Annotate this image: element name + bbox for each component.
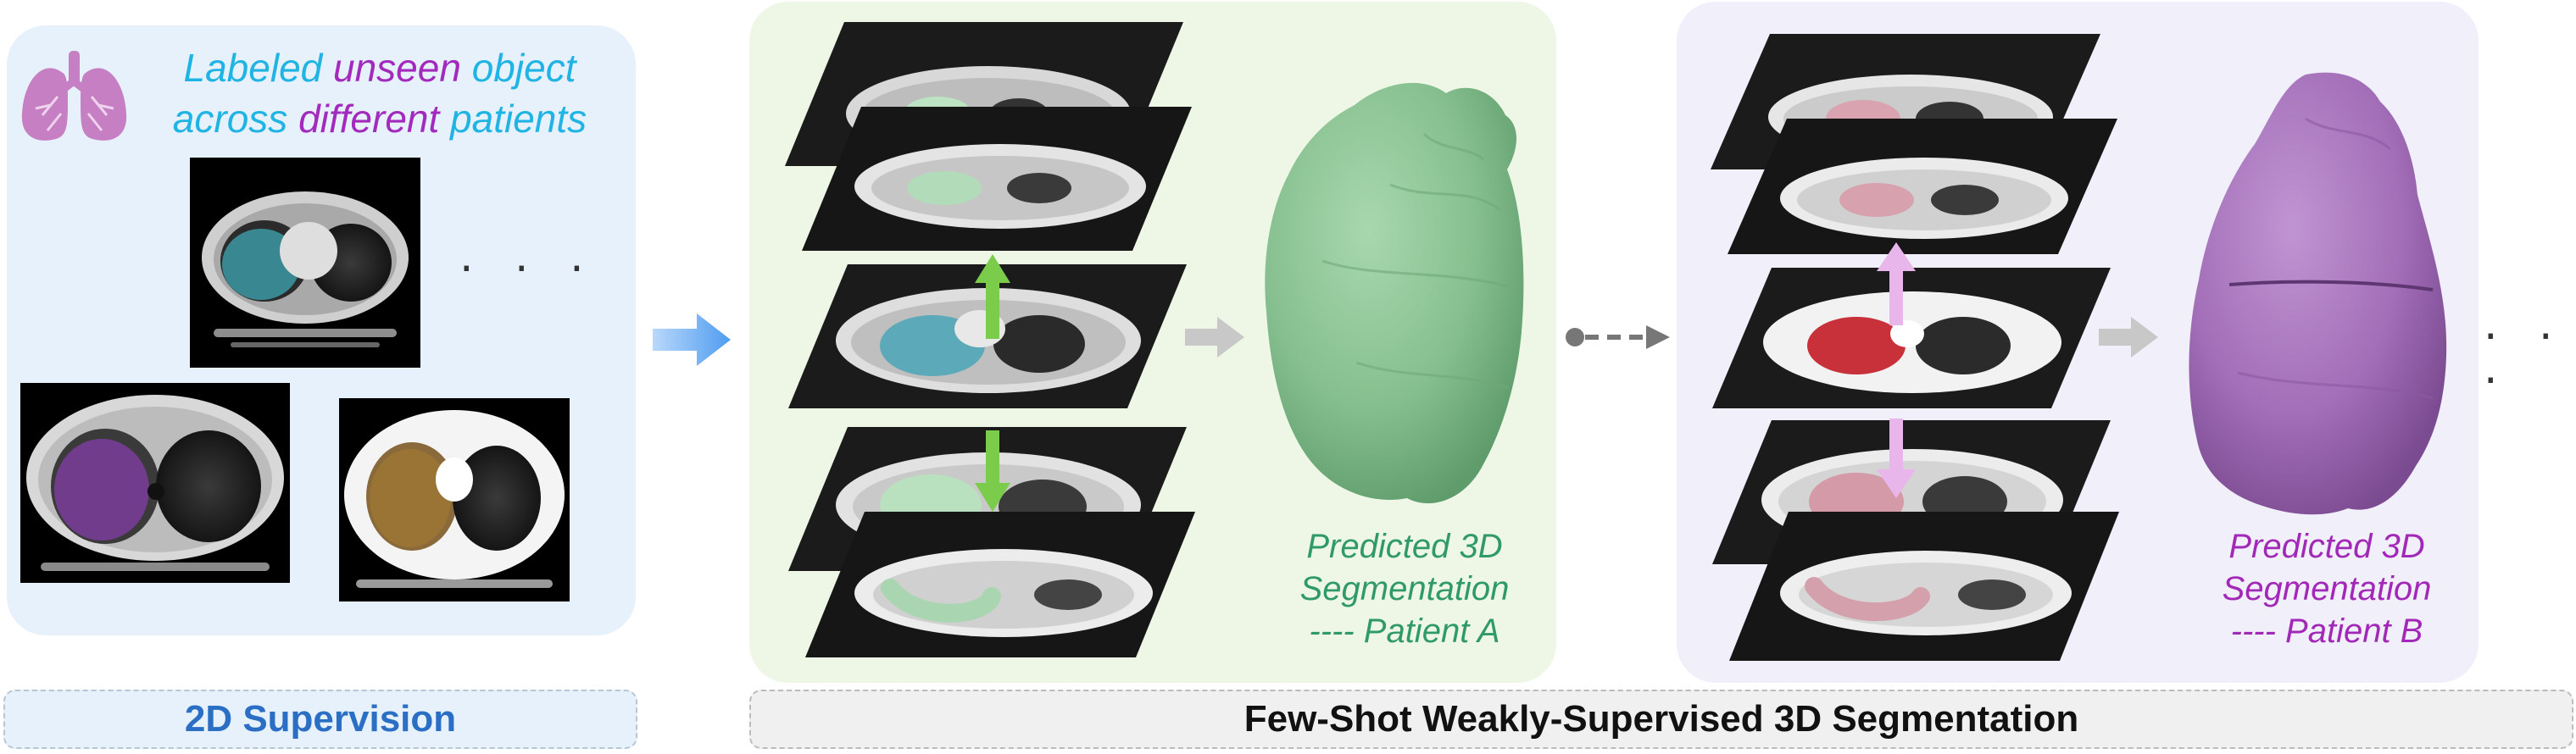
supervision-ellipsis: · · · xyxy=(459,244,598,295)
title-word-labeled: Labeled xyxy=(183,46,323,90)
propagate-down-arrow xyxy=(975,430,1010,512)
supervision-arrow xyxy=(653,313,731,366)
patient-a-line2: Segmentation xyxy=(1299,570,1510,607)
slice-stack-a-top xyxy=(785,22,1192,251)
patient-a-line1: Predicted 3D xyxy=(1306,528,1503,565)
patient-b-line2: Segmentation xyxy=(2222,570,2432,607)
patient-b-prediction-label: Predicted 3D Segmentation ---- Patient B xyxy=(2187,525,2467,652)
continuation-ellipsis: · · · xyxy=(2484,312,2567,407)
patient-transfer-connector xyxy=(1566,325,1670,349)
patient-b-line1: Predicted 3D xyxy=(2228,528,2425,565)
few-shot-caption: Few-Shot Weakly-Supervised 3D Segmentati… xyxy=(749,690,2573,749)
to-mesh-arrow-b xyxy=(2099,317,2158,358)
title-word-different: different xyxy=(298,97,440,141)
labeled-objects-title: Labeled unseen object across different p… xyxy=(142,42,617,144)
slice-stack-b-middle xyxy=(1712,268,2111,408)
propagate-up-arrow xyxy=(975,254,1010,339)
title-word-across: across xyxy=(172,97,288,141)
ct-slice-cyan xyxy=(190,158,420,368)
mesh-patient-b xyxy=(2189,72,2447,515)
propagate-down-arrow-b xyxy=(1877,419,1916,498)
lungs-icon xyxy=(21,51,127,141)
title-word-object: object xyxy=(471,46,576,90)
slice-stack-b-top xyxy=(1711,34,2117,254)
patient-a-prediction-label: Predicted 3D Segmentation ---- Patient A xyxy=(1265,525,1544,652)
few-shot-caption-text: Few-Shot Weakly-Supervised 3D Segmentati… xyxy=(1243,698,2079,740)
title-word-patients: patients xyxy=(450,97,587,141)
propagate-up-arrow-b xyxy=(1877,242,1916,325)
ct-slice-purple xyxy=(20,383,290,583)
slice-stack-b-bottom xyxy=(1712,420,2119,661)
patient-a-line3: ---- Patient A xyxy=(1309,613,1500,650)
mesh-patient-a xyxy=(1265,82,1524,504)
supervision-caption: 2D Supervision xyxy=(3,690,637,749)
patient-b-line3: ---- Patient B xyxy=(2230,613,2423,650)
supervision-caption-text: 2D Supervision xyxy=(184,698,457,740)
to-mesh-arrow-a xyxy=(1185,317,1244,358)
title-word-unseen: unseen xyxy=(333,46,461,90)
ct-slice-orange xyxy=(339,398,570,602)
